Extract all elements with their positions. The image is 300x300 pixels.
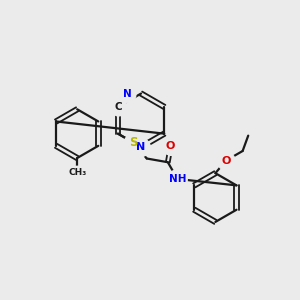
Text: S: S xyxy=(129,136,138,149)
Text: CH₃: CH₃ xyxy=(68,168,86,177)
Text: NH: NH xyxy=(169,174,186,184)
Text: N: N xyxy=(123,88,132,98)
Text: O: O xyxy=(221,156,231,166)
Text: N: N xyxy=(136,142,146,152)
Text: O: O xyxy=(166,141,175,151)
Text: C: C xyxy=(114,102,122,112)
